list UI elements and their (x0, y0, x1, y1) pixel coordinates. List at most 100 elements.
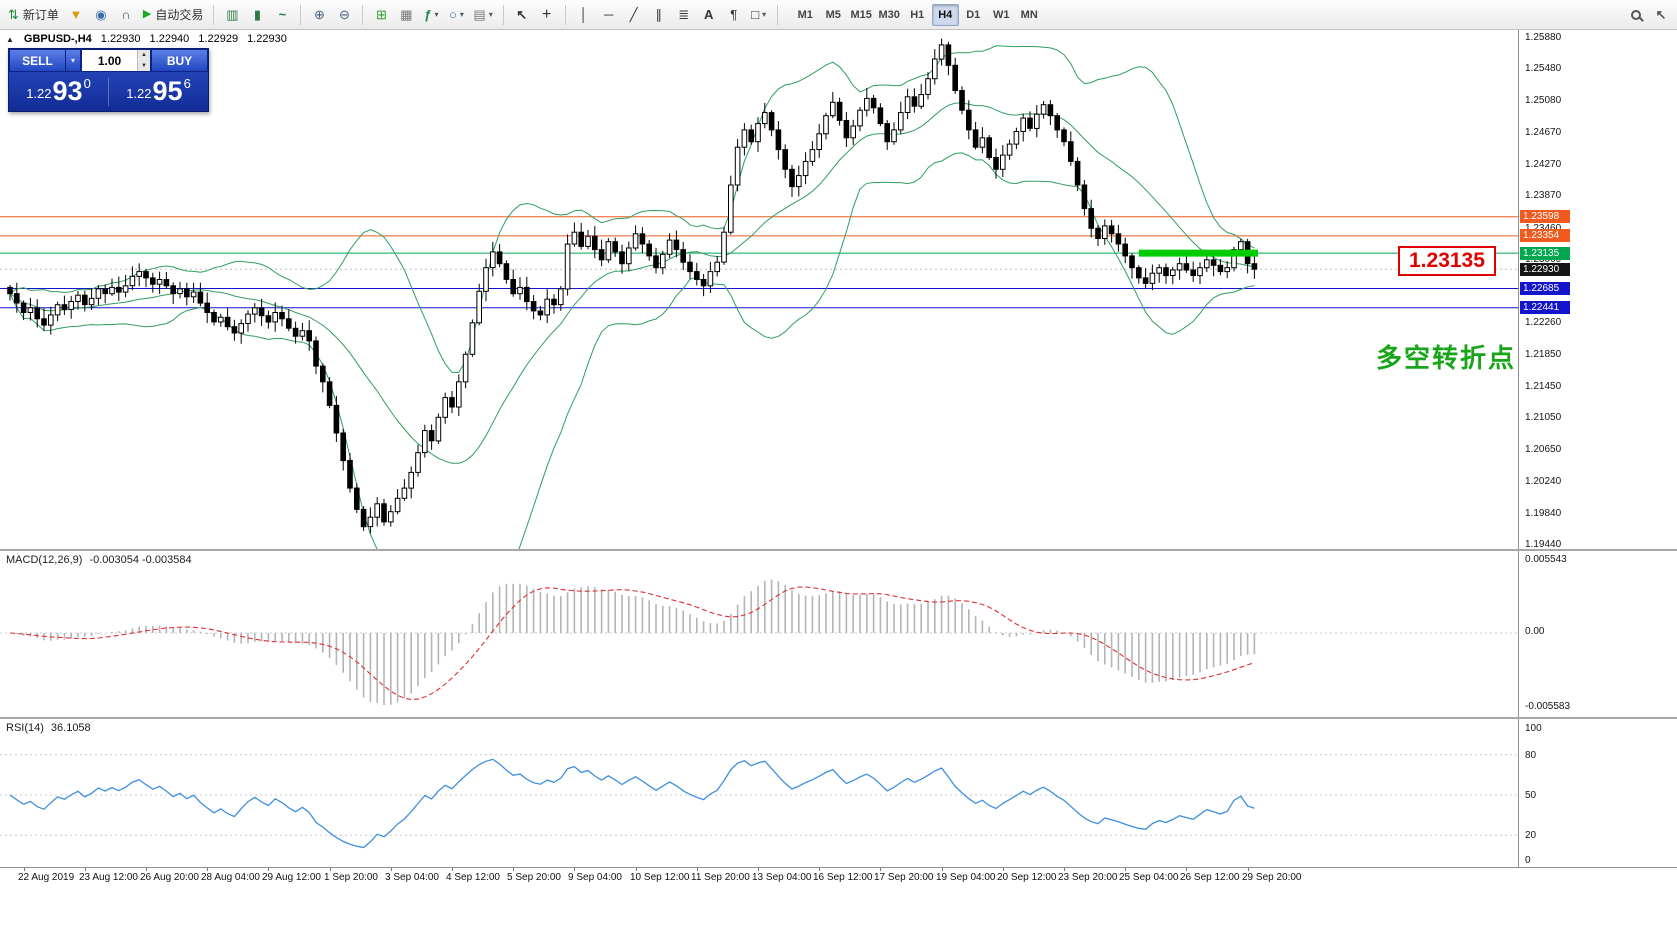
periods-button[interactable]: ○ ▾ (444, 3, 468, 27)
text-label-button[interactable]: ¶ (722, 3, 746, 27)
pointer-icon: ↖ (1655, 7, 1667, 22)
main-chart-canvas[interactable] (0, 30, 1518, 549)
time-axis-label: 5 Sep 20:00 (507, 872, 561, 883)
time-tick (880, 868, 881, 871)
chinese-annotation[interactable]: 多空转折点 (1376, 343, 1517, 373)
time-tick (942, 868, 943, 871)
sell-price-big: 93 (52, 75, 83, 106)
panel-splitter[interactable] (0, 549, 1677, 551)
buy-button[interactable]: BUY (151, 49, 208, 72)
tf-button-W1[interactable]: W1 (992, 8, 1010, 21)
support-button[interactable]: ∩ (114, 3, 138, 27)
crosshair-icon: + (542, 5, 552, 23)
indicators-button[interactable]: ƒ ▾ (419, 3, 443, 27)
templates-button[interactable]: ▤ ▾ (469, 3, 496, 27)
ohlc-close: 1.22930 (247, 33, 287, 45)
macd-canvas[interactable] (0, 551, 1518, 717)
tf-button-H4[interactable]: H4 (931, 3, 959, 26)
timeframe-toolbar: M1 M5 M15 M30 H1 H4 D1 W1 MN (792, 3, 1043, 26)
horizontal-line-button[interactable]: ─ (597, 3, 621, 27)
rsi-panel: RSI(14) 36.1058 (0, 719, 1518, 867)
macd-axis: 0.005543 0.00 -0.005583 (1518, 551, 1677, 717)
price-axis: 1.25880 1.25480 1.25080 1.24670 1.24270 1.238… (1518, 30, 1677, 550)
zoom-in-button[interactable]: ⊕ (307, 3, 331, 27)
zoom-out-button[interactable]: ⊖ (332, 3, 356, 27)
time-axis-label: 26 Sep 12:00 (1180, 872, 1240, 883)
rsi-scale-label: 0 (1525, 855, 1531, 866)
cursor-button[interactable]: ↖ (510, 3, 534, 27)
autotrade-play-icon: ▶ (142, 8, 152, 20)
fibonacci-button[interactable]: ≣ (672, 3, 696, 27)
shapes-icon: □ (751, 7, 760, 22)
time-tick (330, 868, 331, 871)
panel-splitter[interactable] (0, 717, 1677, 719)
crosshair-button[interactable]: + (535, 3, 559, 27)
time-axis-label: 20 Sep 12:00 (997, 872, 1057, 883)
time-tick (268, 868, 269, 871)
tf-button-D1[interactable]: D1 (966, 8, 981, 21)
volume-input[interactable] (82, 50, 137, 71)
buy-price-big: 95 (152, 75, 183, 106)
search-button[interactable] (1624, 3, 1648, 27)
price-axis-label: 1.25080 (1525, 95, 1562, 106)
shapes-button[interactable]: □ ▾ (747, 3, 771, 27)
macd-title: MACD(12,26,9) (6, 554, 83, 566)
auto-trading-button[interactable]: ▶ 自动交易 (139, 3, 207, 27)
trendline-button[interactable]: ╱ (622, 3, 646, 27)
tf-button-M1[interactable]: M1 (797, 8, 813, 21)
tf-button-M5[interactable]: M5 (825, 8, 841, 21)
volume-down-button[interactable]: ▼ (138, 60, 150, 71)
macd-scale-zero: 0.00 (1525, 626, 1545, 637)
time-axis-label: 19 Sep 04:00 (936, 872, 996, 883)
sell-dropdown-button[interactable]: ▾ (66, 49, 81, 72)
time-tick (758, 868, 759, 871)
price-tag: 1.23354 (1520, 229, 1570, 242)
toolbar-separator (300, 4, 302, 25)
time-tick (391, 868, 392, 871)
grid-button[interactable]: ⊞ (369, 3, 393, 27)
rsi-scale-label: 80 (1525, 750, 1537, 761)
vertical-line-button[interactable]: │ (572, 3, 596, 27)
tile-windows-button[interactable]: ▦ (394, 3, 418, 27)
volume-up-button[interactable]: ▲ (138, 50, 150, 61)
buy-price[interactable]: 1.22 95 6 (109, 76, 208, 108)
tf-button-MN[interactable]: MN (1020, 8, 1038, 21)
collapse-triangle-icon[interactable]: ▲ (6, 34, 14, 44)
pointer-button[interactable]: ↖ (1649, 3, 1673, 27)
tf-button-H1[interactable]: H1 (910, 8, 925, 21)
tf-button-M15[interactable]: M15 (850, 8, 872, 21)
one-click-trading-panel: SELL ▾ ▲ ▼ BUY 1.22 93 0 1.22 95 6 (8, 48, 209, 112)
price-axis-label: 1.23460 (1525, 223, 1561, 234)
price-axis-label: 1.24270 (1525, 159, 1562, 170)
chevron-down-icon: ▾ (488, 10, 493, 19)
sell-button[interactable]: SELL (9, 49, 66, 72)
new-order-button[interactable]: ⇅ 新订单 (4, 3, 63, 27)
time-axis-label: 28 Aug 04:00 (201, 872, 260, 883)
market-watch-button[interactable]: ▼ (64, 3, 88, 27)
time-axis: 22 Aug 2019 23 Aug 12:00 26 Aug 20:00 28 Au… (0, 867, 1677, 885)
volume-steppers: ▲ ▼ (137, 50, 150, 71)
toolbar-separator (502, 4, 504, 25)
time-axis-label: 23 Sep 20:00 (1058, 872, 1118, 883)
time-tick (452, 868, 453, 871)
price-callout-label[interactable]: 1.23135 (1398, 246, 1496, 276)
grid-icon: ⊞ (375, 7, 387, 22)
time-axis-label: 29 Aug 12:00 (262, 872, 321, 883)
rsi-canvas[interactable] (0, 719, 1518, 867)
profile-icon: ◉ (95, 7, 107, 22)
workspace-background (0, 885, 1677, 950)
toolbar-separator (362, 4, 364, 25)
label-icon: ¶ (730, 7, 738, 22)
profile-button[interactable]: ◉ (89, 3, 113, 27)
candlestick-chart-button[interactable]: ▮ (245, 3, 269, 27)
time-tick (85, 868, 86, 871)
bar-chart-button[interactable]: ▥ (220, 3, 244, 27)
line-chart-button[interactable]: ~ (270, 3, 294, 27)
text-button[interactable]: A (697, 3, 721, 27)
toolbar-separator (564, 4, 566, 25)
zoom-in-icon: ⊕ (313, 7, 325, 22)
tf-button-M30[interactable]: M30 (878, 8, 900, 21)
time-tick (1125, 868, 1126, 871)
sell-price[interactable]: 1.22 93 0 (9, 76, 108, 108)
channel-button[interactable]: ∥ (647, 3, 671, 27)
